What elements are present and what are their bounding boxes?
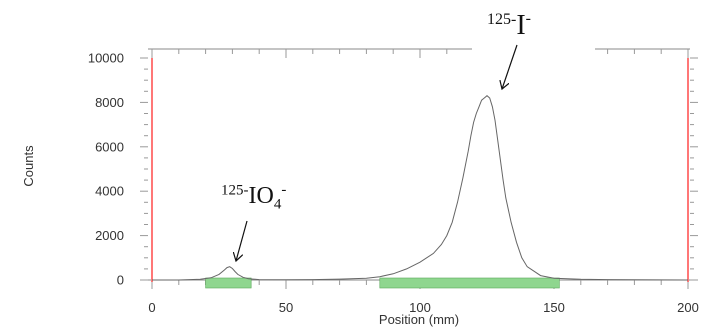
x-tick-label: 200 <box>677 300 699 315</box>
y-tick-labels: 0 2000 4000 6000 8000 10000 <box>88 51 124 288</box>
region-band <box>205 277 252 289</box>
x-tick-label: 50 <box>279 300 293 315</box>
series-line <box>152 95 689 281</box>
peak-annotation-label: 125-IO4- <box>221 182 286 212</box>
right-axis-ticks <box>690 57 698 281</box>
peak-annotations: 125-IO4-125-I- <box>221 10 531 261</box>
x-axis-label: Position (mm) <box>379 312 459 327</box>
peak-annotation-label: 125-I- <box>487 10 531 41</box>
annotation-species: I <box>516 10 525 41</box>
y-tick-label: 10000 <box>88 51 124 66</box>
x-tick-label: 0 <box>148 300 155 315</box>
y-tick-label: 6000 <box>95 139 124 154</box>
y-tick-label: 4000 <box>95 184 124 199</box>
region-bands <box>205 277 560 289</box>
boundary-markers <box>151 58 689 282</box>
x-tick-label: 150 <box>543 300 565 315</box>
x-tick-label: 100 <box>409 300 431 315</box>
x-tick-labels: 0 50 100 150 200 <box>148 300 698 315</box>
annotation-arrow <box>502 44 518 89</box>
annotation-subscript: 4 <box>274 196 282 212</box>
annotation-species: IO <box>249 183 274 209</box>
annotation-charge: - <box>526 10 531 27</box>
y-tick-label: 8000 <box>95 95 124 110</box>
y-tick-label: 0 <box>117 273 124 288</box>
y-tick-label: 2000 <box>95 228 124 243</box>
y-axis-label: Counts <box>21 145 36 187</box>
region-band <box>379 277 560 289</box>
top-axis-ticks <box>151 49 689 58</box>
left-axis-ticks <box>140 57 148 281</box>
annotation-mass: 125- <box>221 183 249 199</box>
annotation-arrow <box>236 220 248 261</box>
annotation-mass: 125- <box>487 11 516 28</box>
annotation-charge: - <box>281 182 286 198</box>
